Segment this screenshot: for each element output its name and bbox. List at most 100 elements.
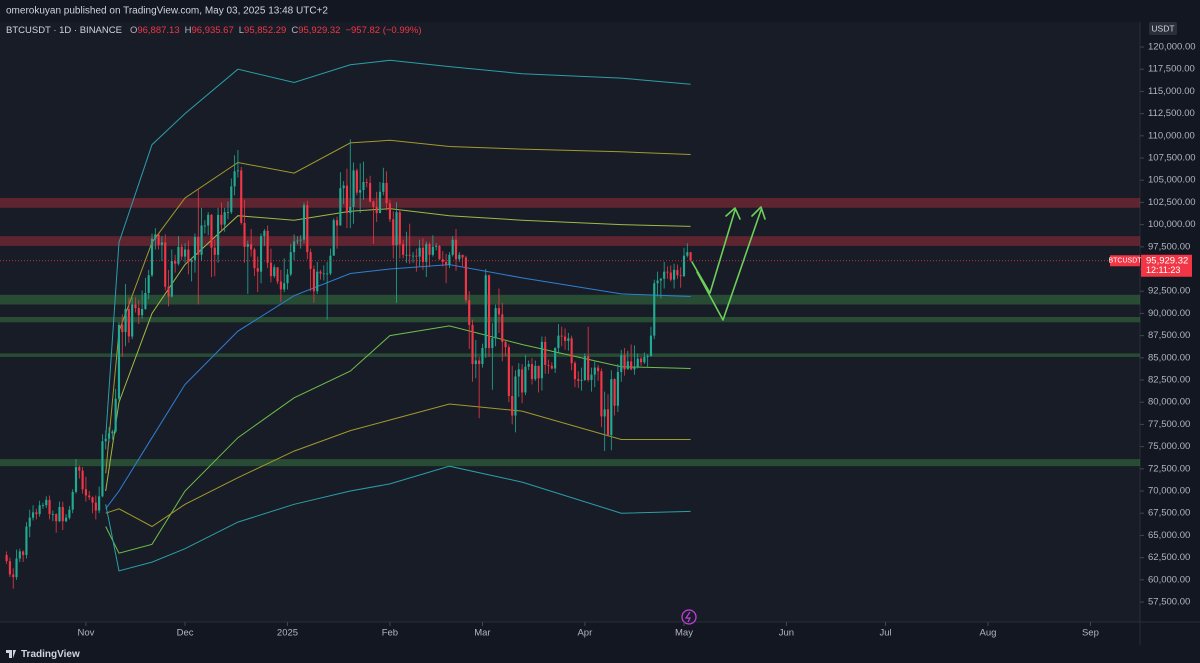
candle-body — [514, 376, 517, 416]
candle-body — [167, 286, 170, 297]
quote-value: 96,935.67 — [191, 25, 233, 36]
candle-body — [210, 214, 213, 248]
zone — [0, 236, 1140, 246]
candle-body — [25, 526, 28, 555]
y-tick-label: 100,000.00 — [1148, 219, 1196, 230]
candle-body — [487, 275, 491, 349]
x-tick-label: Aug — [980, 628, 997, 639]
candle-body — [259, 236, 263, 272]
candle-body — [461, 254, 464, 258]
candle-body — [669, 272, 672, 280]
candle-body — [84, 489, 87, 496]
candle-body — [659, 278, 662, 281]
candle-body — [534, 365, 537, 380]
candle-body — [567, 338, 570, 341]
candle-body — [613, 379, 616, 406]
candle-body — [573, 363, 577, 380]
candle-body — [517, 369, 520, 377]
candle-body — [329, 255, 332, 274]
candle-body — [180, 246, 183, 257]
y-tick-label: 110,000.00 — [1148, 130, 1195, 141]
candle-body — [147, 275, 150, 293]
candle-body — [41, 505, 45, 507]
event-icon[interactable] — [681, 609, 697, 625]
zone — [0, 294, 1140, 305]
candle-body — [316, 271, 319, 292]
candle-body — [226, 212, 230, 213]
candle-body — [666, 271, 669, 273]
candle-body — [580, 380, 583, 381]
candle-body — [342, 185, 345, 189]
candle-body — [504, 341, 507, 348]
candle-body — [349, 206, 352, 214]
candle-body — [471, 324, 474, 365]
candle-body — [289, 252, 292, 275]
candle-body — [61, 507, 64, 522]
candle-body — [474, 360, 477, 365]
candle-body — [335, 220, 339, 226]
candle-body — [114, 398, 117, 432]
x-tick-label: Jul — [879, 628, 891, 639]
candle-body — [230, 186, 233, 213]
candle-body — [250, 244, 253, 250]
candle-body — [144, 292, 147, 309]
currency: USDT — [1151, 23, 1174, 33]
candle-body — [600, 371, 603, 417]
candle-body — [18, 551, 21, 559]
candle-body — [217, 214, 220, 255]
candle-body — [200, 225, 203, 255]
candle-body — [286, 274, 289, 284]
candle-body — [296, 240, 299, 242]
candle-body — [431, 246, 434, 255]
candle-body — [547, 364, 550, 366]
quote-key: O — [130, 25, 137, 36]
candle-body — [454, 239, 458, 260]
band-line — [105, 465, 691, 572]
y-tick-label: 115,000.00 — [1148, 86, 1195, 97]
candle-body — [392, 219, 395, 246]
candle-body — [616, 372, 619, 406]
candle-body — [689, 252, 692, 261]
zone — [0, 197, 1140, 208]
y-tick-label: 70,000.00 — [1148, 486, 1190, 497]
x-tick-label: Feb — [382, 628, 398, 639]
x-tick-label: Jun — [779, 628, 794, 639]
candle-body — [557, 335, 560, 349]
candle-body — [71, 491, 74, 510]
candle-body — [643, 356, 646, 363]
candle-body — [134, 304, 137, 309]
candle-body — [253, 249, 256, 269]
candle-body — [362, 181, 365, 190]
candle-body — [445, 261, 448, 265]
candle-body — [203, 225, 206, 227]
quote-value: 95,929.32 — [298, 25, 340, 36]
candle-body — [458, 254, 461, 260]
candle-body — [464, 257, 467, 301]
candle-body — [372, 201, 375, 207]
candle-body — [223, 212, 226, 225]
band-line — [105, 403, 691, 528]
candle-body — [326, 273, 329, 275]
candle-body — [524, 366, 527, 393]
candle-body — [309, 252, 312, 270]
candle-body — [164, 242, 167, 287]
x-tick-label: Nov — [77, 628, 94, 639]
candle-body — [402, 244, 405, 255]
candle-body — [12, 574, 15, 578]
candle-body — [388, 203, 391, 220]
candle-body — [207, 214, 210, 226]
candle-body — [174, 261, 177, 264]
candle-body — [170, 261, 173, 297]
band-line — [105, 325, 691, 554]
x-tick-label: Dec — [177, 628, 194, 639]
candle-body — [676, 269, 679, 276]
candle-body — [68, 509, 71, 518]
x-tick-label: 2025 — [277, 628, 298, 639]
candle-body — [656, 280, 659, 284]
band-line — [105, 59, 691, 438]
x-tick-label: May — [675, 628, 693, 639]
candle-body — [682, 255, 686, 277]
candle-body — [91, 497, 94, 503]
candle-body — [58, 507, 61, 522]
candle-body — [256, 268, 259, 272]
